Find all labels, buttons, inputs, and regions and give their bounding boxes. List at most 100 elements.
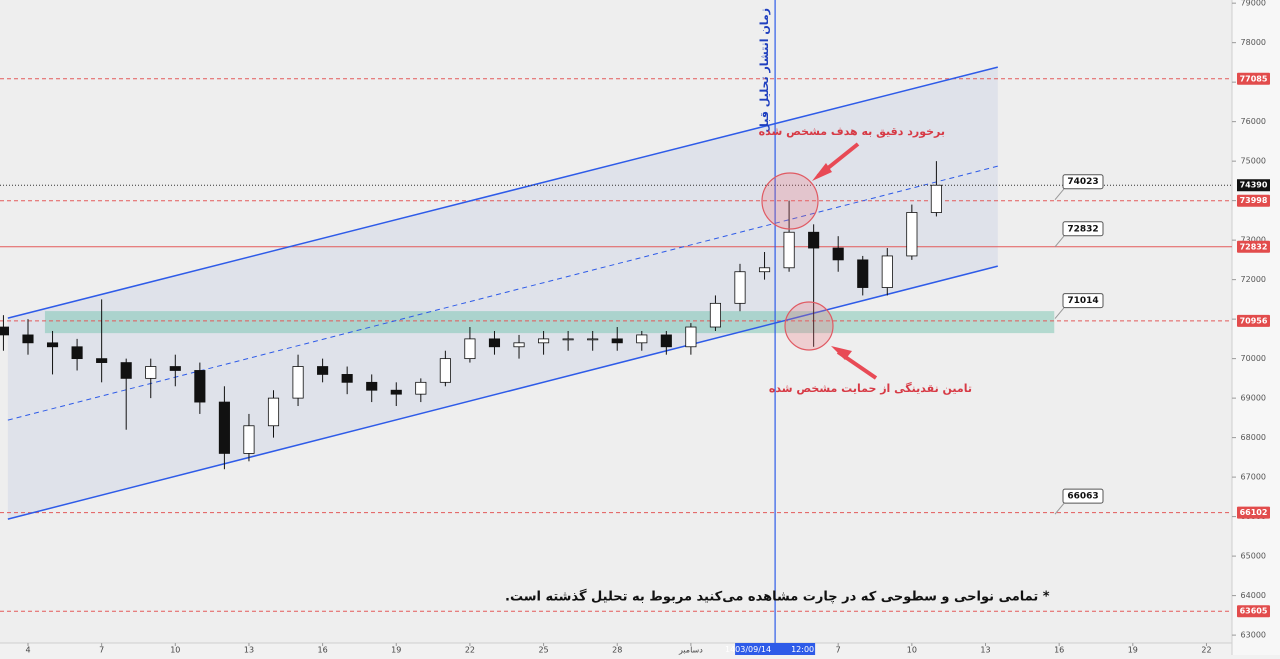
candle-body bbox=[22, 334, 34, 344]
candle-body bbox=[538, 338, 550, 344]
y-tick-label: 65000 bbox=[1241, 552, 1266, 561]
x-tick-label: 28 bbox=[612, 646, 622, 655]
candle-body bbox=[366, 381, 378, 391]
candle-body bbox=[488, 338, 501, 348]
candle-body bbox=[808, 231, 820, 249]
callout-label: 71014 bbox=[1067, 296, 1098, 306]
channel-lower bbox=[7, 265, 998, 520]
level-label: 77085 bbox=[1240, 74, 1268, 83]
callout-label: 72832 bbox=[1067, 224, 1098, 234]
candle-body bbox=[46, 342, 59, 348]
x-tick-label: 25 bbox=[538, 646, 548, 655]
x-tick-label: 22 bbox=[465, 646, 475, 655]
price-tag bbox=[1237, 179, 1270, 192]
x-tick-label: 19 bbox=[1128, 646, 1138, 655]
level-label: 73998 bbox=[1240, 196, 1268, 205]
event-time: 12:00 bbox=[791, 645, 814, 654]
level-label: 66102 bbox=[1240, 508, 1268, 517]
note: * تمامی نواحی و سطوحی که در چارت مشاهده … bbox=[505, 589, 1050, 605]
event-label: زمان انتشار تحلیل قبل bbox=[758, 8, 771, 133]
zone bbox=[44, 311, 1055, 334]
y-tick-label: 69000 bbox=[1241, 394, 1266, 403]
candle-body bbox=[857, 259, 869, 288]
candle-body bbox=[906, 212, 918, 257]
x-tick-label: 7 bbox=[99, 646, 104, 655]
candle-body bbox=[390, 389, 402, 395]
candle-body bbox=[611, 338, 623, 344]
callout-label: 74023 bbox=[1067, 177, 1098, 187]
y-tick-label: 63000 bbox=[1241, 631, 1266, 640]
candle-body bbox=[562, 338, 574, 341]
level-label: 72832 bbox=[1240, 242, 1268, 251]
x-tick-label: 16 bbox=[318, 646, 328, 655]
x-tick-label: 13 bbox=[244, 646, 254, 655]
x-tick-label: 13 bbox=[980, 646, 990, 655]
candle-body bbox=[341, 374, 353, 383]
y-tick-label: 70000 bbox=[1241, 354, 1266, 363]
event-date: 1403/09/14 bbox=[725, 645, 771, 654]
candle-body bbox=[464, 338, 476, 360]
x-tick-label: 4 bbox=[25, 646, 30, 655]
support-circle bbox=[784, 301, 834, 351]
callout-box bbox=[1062, 293, 1104, 309]
callout-box bbox=[1062, 221, 1104, 237]
callout-leader bbox=[1054, 501, 1066, 515]
y-tick-label: 79000 bbox=[1241, 0, 1266, 8]
level-tag bbox=[1237, 605, 1270, 618]
target-circle bbox=[761, 172, 819, 230]
callout-leader bbox=[1054, 306, 1066, 319]
price-axis bbox=[1232, 0, 1280, 655]
level-label: 70956 bbox=[1240, 316, 1268, 325]
y-tick-label: 76000 bbox=[1241, 117, 1266, 126]
candle-body bbox=[169, 366, 181, 371]
candle-body bbox=[0, 326, 9, 336]
level-tag bbox=[1237, 194, 1270, 207]
candle-body bbox=[120, 362, 132, 379]
x-tick-label: 10 bbox=[907, 646, 917, 655]
candle-body bbox=[660, 334, 672, 348]
candle-body bbox=[243, 425, 255, 454]
x-tick-label: 7 bbox=[836, 646, 841, 655]
y-tick-label: 72000 bbox=[1241, 275, 1266, 284]
x-tick-label: 19 bbox=[391, 646, 401, 655]
price-label: 74390 bbox=[1240, 181, 1268, 190]
candle-body bbox=[218, 401, 230, 454]
candle-body bbox=[636, 334, 648, 344]
x-tick-label: 10 bbox=[170, 646, 180, 655]
candle-body bbox=[513, 342, 525, 348]
channel-upper bbox=[7, 66, 998, 319]
callout-box bbox=[1062, 488, 1104, 504]
candle-body bbox=[758, 267, 771, 273]
candle-body bbox=[415, 381, 427, 395]
candle-body bbox=[709, 302, 721, 328]
y-tick-label: 73000 bbox=[1241, 236, 1266, 245]
level-tag bbox=[1237, 72, 1270, 85]
candle-body bbox=[783, 231, 795, 269]
y-tick-label: 68000 bbox=[1241, 433, 1266, 442]
event-date-tag bbox=[735, 643, 816, 655]
candle-body bbox=[194, 370, 206, 403]
callout-leader bbox=[1054, 234, 1066, 248]
callout-label: 66063 bbox=[1067, 492, 1098, 502]
level-label: 63605 bbox=[1240, 607, 1268, 616]
y-tick-label: 64000 bbox=[1241, 591, 1266, 600]
x-tick-label: 16 bbox=[1054, 646, 1064, 655]
callout-leader bbox=[1054, 187, 1066, 201]
level-tag bbox=[1237, 314, 1270, 327]
x-tick-label: 22 bbox=[1201, 646, 1211, 655]
annotation: برخورد دقیق به هدف مشخص شده bbox=[759, 125, 945, 138]
candle-body bbox=[71, 346, 83, 360]
y-tick-label: 67000 bbox=[1241, 473, 1266, 482]
annotation: تامین نقدینگی از حمایت مشخص شده bbox=[769, 382, 972, 395]
candle-body bbox=[317, 366, 329, 375]
x-tick-label: دسامبر bbox=[678, 646, 703, 655]
candle-body bbox=[145, 366, 157, 379]
level-tag bbox=[1237, 240, 1270, 253]
y-tick-label: 75000 bbox=[1241, 157, 1266, 166]
candle-body bbox=[439, 358, 451, 383]
candle-body bbox=[292, 366, 304, 399]
candle-body bbox=[734, 271, 746, 304]
candle-body bbox=[832, 247, 844, 261]
